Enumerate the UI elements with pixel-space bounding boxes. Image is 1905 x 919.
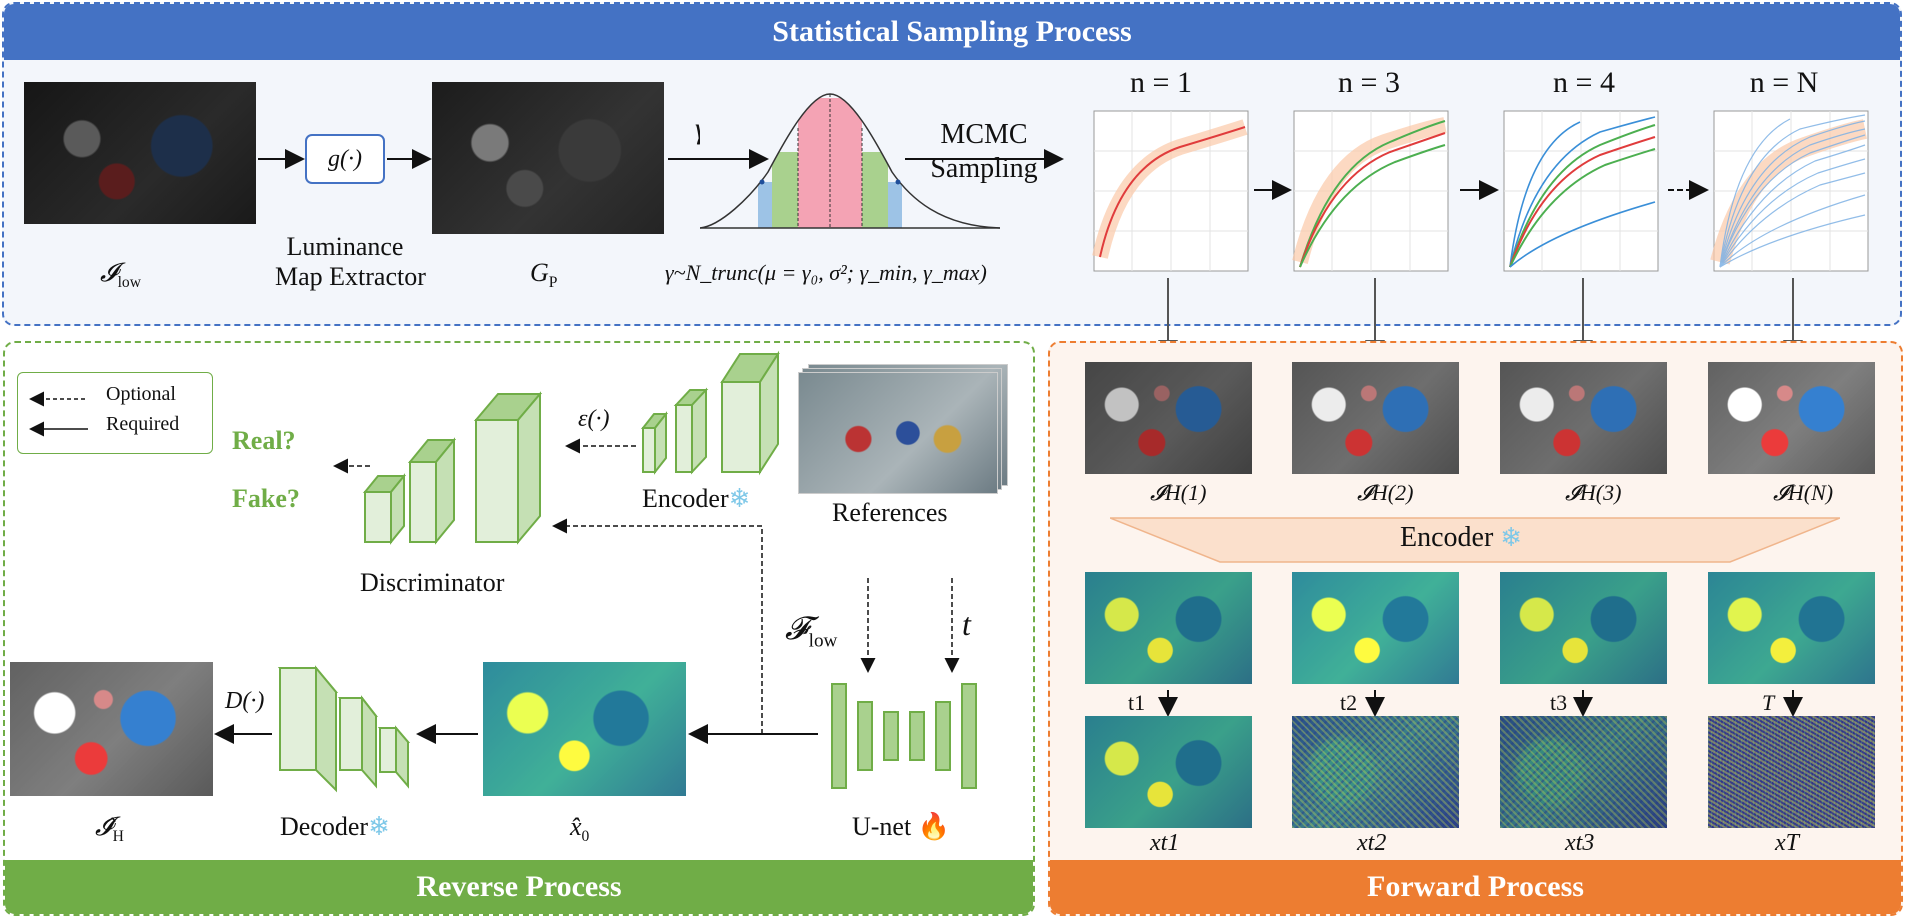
enhanced-label-1: 𝓘H(1)	[1150, 480, 1207, 505]
distribution-formula: γ~N_trunc(μ = γ₀, σ²; γ_min, γ_max)	[665, 260, 987, 285]
curve-plot-n1	[1092, 110, 1249, 272]
truncated-normal-distribution	[700, 88, 1000, 229]
feature-map-3	[1500, 572, 1667, 684]
fire-icon: 🔥	[917, 812, 951, 841]
x0-hat-label: x̂0	[570, 812, 590, 846]
gp-label: GP	[530, 258, 558, 292]
luminance-extractor-label: Luminance Map Extractor	[275, 232, 426, 291]
luminance-map-image	[432, 82, 664, 234]
t-label: t	[962, 606, 971, 642]
feature-map-N	[1708, 572, 1875, 684]
f-low-label: 𝓕low	[785, 610, 838, 652]
noisy-label-T: xT	[1775, 830, 1799, 856]
snowflake-icon: ❄	[368, 812, 390, 841]
curve-plot-n4	[1503, 110, 1659, 272]
legend-optional: Optional	[106, 383, 176, 405]
unet-blocks	[831, 683, 977, 789]
enhanced-image-3	[1500, 362, 1667, 474]
timestep-t3: t3	[1550, 690, 1568, 715]
noisy-label-3: xt3	[1565, 830, 1595, 856]
forward-encoder-label: Encoder ❄	[1400, 522, 1523, 553]
reference-image-front	[798, 372, 998, 494]
sample-title-3: n = 3	[1338, 66, 1400, 99]
timestep-t1: t1	[1128, 690, 1146, 715]
enhanced-image-2	[1292, 362, 1459, 474]
fake-label: Fake?	[232, 484, 300, 513]
curve-plot-nN	[1710, 110, 1869, 272]
x0-hat-image	[483, 662, 686, 796]
references-label: References	[832, 498, 948, 527]
forward-process-title: Forward Process	[1050, 860, 1901, 914]
noisy-label-2: xt2	[1357, 830, 1387, 856]
curve-plot-n3	[1292, 110, 1449, 272]
legend-required: Required	[106, 413, 180, 435]
sample-title-4: n = 4	[1553, 66, 1615, 99]
noisy-latent-2	[1292, 716, 1459, 828]
discriminator-blocks	[362, 391, 543, 545]
noisy-latent-3	[1500, 716, 1667, 828]
output-label: 𝓘̂H	[95, 812, 124, 846]
enhanced-image-N	[1708, 362, 1875, 474]
input-low-label: 𝓘low	[100, 258, 141, 292]
band-green-right	[862, 152, 888, 228]
noisy-latent-T	[1708, 716, 1875, 828]
decoder-blocks	[277, 665, 411, 793]
low-light-input-image	[24, 82, 256, 224]
g-function-box: g(·)	[305, 134, 385, 184]
timestep-t2: t2	[1340, 690, 1358, 715]
enhanced-image-1	[1085, 362, 1252, 474]
decoder-label: Decoder❄	[280, 812, 390, 841]
enhanced-label-2: 𝓘H(2)	[1357, 480, 1414, 505]
enhanced-label-N: 𝓘H(N)	[1773, 480, 1834, 505]
decoder-function-label: D(·)	[225, 688, 265, 714]
feature-map-1	[1085, 572, 1252, 684]
epsilon-label: ε(·)	[578, 406, 610, 432]
sample-title-N: n = N	[1749, 66, 1819, 99]
sample-title-1: n = 1	[1130, 66, 1192, 99]
unet-label: U-net 🔥	[852, 812, 951, 841]
output-enhanced-image	[10, 662, 213, 796]
noisy-latent-1	[1085, 716, 1252, 828]
band-green-left	[772, 152, 798, 228]
arrow-x0-to-disc	[552, 518, 763, 734]
timestep-T: T	[1762, 690, 1775, 715]
band-blue-right	[888, 182, 902, 228]
reverse-encoder-label: Encoder❄	[642, 484, 751, 513]
reverse-process-title: Reverse Process	[5, 860, 1033, 914]
forward-encoder-shape	[1110, 517, 1840, 563]
real-label: Real?	[232, 426, 296, 455]
enhanced-label-3: 𝓘H(3)	[1565, 480, 1622, 505]
statistical-sampling-title: Statistical Sampling Process	[4, 4, 1900, 60]
noisy-label-1: xt1	[1150, 830, 1180, 856]
feature-map-2	[1292, 572, 1459, 684]
reverse-encoder-blocks	[640, 350, 780, 476]
discriminator-label: Discriminator	[360, 568, 505, 597]
band-blue-left	[758, 182, 772, 228]
arrow-legend: Optional Required	[17, 372, 213, 454]
snowflake-icon: ❄	[728, 484, 751, 513]
snowflake-icon: ❄	[1500, 523, 1523, 552]
